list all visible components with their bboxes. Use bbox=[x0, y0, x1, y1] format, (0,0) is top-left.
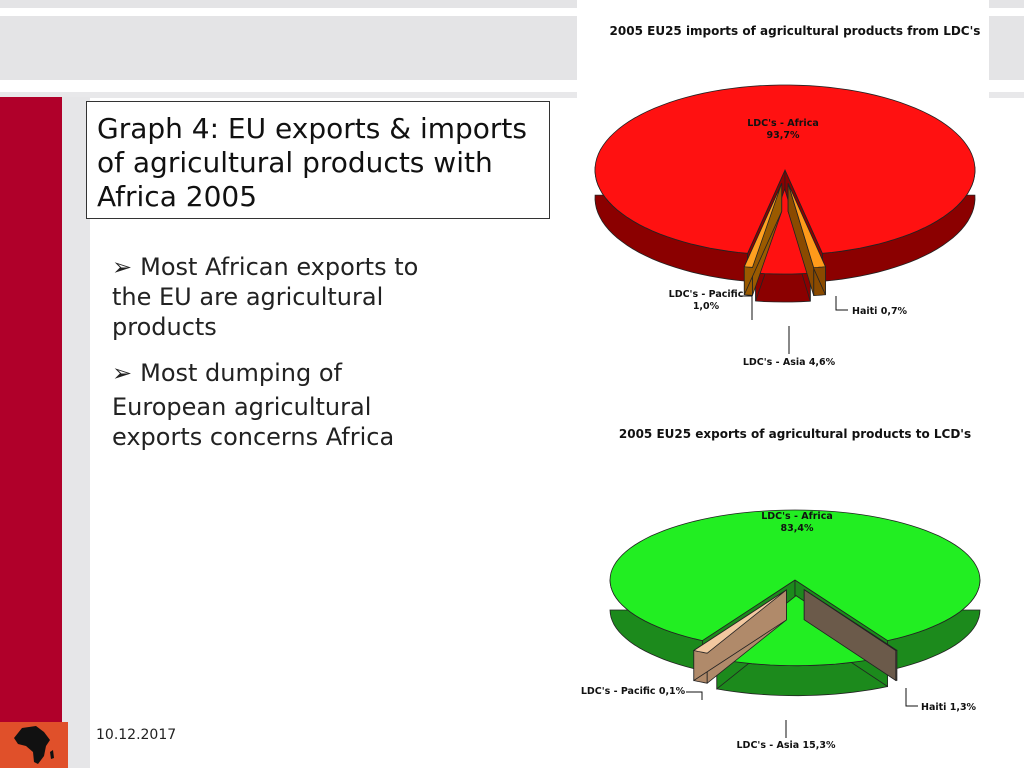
slice-label: 83,4% bbox=[781, 523, 814, 534]
header-rule bbox=[0, 92, 1024, 98]
bullet-list: ➢ Most African exports to the EU are agri… bbox=[112, 252, 457, 452]
slice-label: Haiti 0,7% bbox=[852, 306, 908, 317]
leader-line bbox=[740, 295, 753, 320]
slice-label: LDC's - Pacific bbox=[669, 289, 744, 300]
chart-panel: 2005 EU25 imports of agricultural produc… bbox=[577, 0, 989, 768]
slice-label: 1,0% bbox=[693, 301, 720, 312]
leader-line bbox=[905, 688, 918, 707]
imports-pie-chart: 2005 EU25 imports of agricultural produc… bbox=[594, 24, 981, 368]
slice-label: Haiti 1,3% bbox=[921, 702, 977, 713]
arrow-bullet-icon: ➢ bbox=[112, 359, 133, 387]
pie-slice bbox=[787, 183, 827, 297]
slide-date: 10.12.2017 bbox=[96, 727, 177, 743]
pie-slice bbox=[743, 183, 783, 296]
exports-pie-chart: 2005 EU25 exports of agricultural produc… bbox=[581, 427, 981, 751]
slice-label: LDC's - Africa bbox=[761, 511, 833, 522]
bullet-text: Most dumping of bbox=[140, 359, 342, 387]
slice-label: LDC's - Africa bbox=[747, 118, 819, 129]
bullet-item: ➢ Most dumping of bbox=[112, 358, 457, 388]
bullet-text: Most African exports to the EU are agric… bbox=[112, 253, 419, 341]
pie-slice bbox=[803, 588, 898, 682]
slide-title: Graph 4: EU exports & imports of agricul… bbox=[86, 101, 550, 219]
chart-title: 2005 EU25 exports of agricultural produc… bbox=[619, 427, 971, 441]
bullet-item: ➢ Most African exports to the EU are agri… bbox=[112, 252, 457, 342]
header-band-top bbox=[0, 0, 1024, 8]
leader-line bbox=[835, 296, 848, 311]
slice-label: LDC's - Pacific 0,1% bbox=[581, 686, 686, 697]
slice-label: LDC's - Asia 4,6% bbox=[743, 357, 836, 368]
chart-title: 2005 EU25 imports of agricultural produc… bbox=[610, 24, 981, 38]
pie-slice bbox=[692, 589, 787, 685]
left-accent-bar bbox=[0, 97, 62, 768]
africa-map-icon bbox=[0, 722, 68, 768]
arrow-bullet-icon: ➢ bbox=[112, 253, 133, 281]
bullet-continuation: European agricultural exports concerns A… bbox=[112, 393, 395, 451]
slice-label: 93,7% bbox=[767, 130, 800, 141]
slice-label: LDC's - Asia 15,3% bbox=[737, 740, 836, 751]
left-grey-column bbox=[62, 97, 90, 768]
leader-line bbox=[686, 691, 703, 700]
